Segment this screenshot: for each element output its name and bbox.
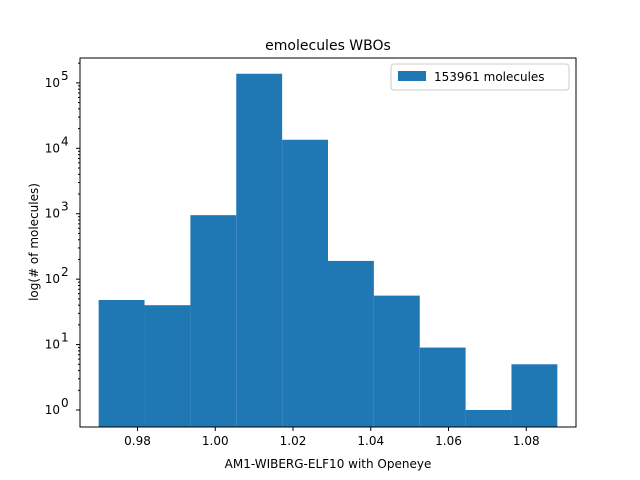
y-tick-label: 10 bbox=[45, 141, 60, 155]
x-tick-label: 1.06 bbox=[435, 434, 462, 448]
legend-swatch bbox=[398, 71, 426, 81]
bars-group bbox=[98, 73, 558, 428]
x-axis-label: AM1-WIBERG-ELF10 with Openeye bbox=[225, 457, 432, 471]
histogram-bar bbox=[328, 260, 374, 427]
x-tick-label: 1.04 bbox=[357, 434, 384, 448]
y-tick-exponent: 5 bbox=[61, 69, 69, 83]
histogram-bar bbox=[98, 300, 145, 427]
legend: 153961 molecules bbox=[390, 63, 570, 91]
y-tick-exponent: 3 bbox=[61, 200, 69, 214]
y-tick-exponent: 1 bbox=[61, 331, 69, 345]
legend-label: 153961 molecules bbox=[434, 70, 545, 84]
x-tick-label: 1.02 bbox=[280, 434, 307, 448]
y-axis-label: log(# of molecules) bbox=[27, 183, 41, 301]
x-axis-ticks: 0.98 1.00 1.02 1.04 1.06 1.08 bbox=[124, 427, 540, 448]
x-tick-label: 1.08 bbox=[513, 434, 540, 448]
plot-frame bbox=[79, 57, 577, 428]
histogram-bar bbox=[236, 73, 283, 428]
x-tick-label: 0.98 bbox=[124, 434, 151, 448]
y-tick-label: 10 bbox=[45, 338, 60, 352]
histogram-bar bbox=[511, 364, 558, 427]
y-tick-label: 10 bbox=[45, 272, 60, 286]
y-tick-label: 10 bbox=[45, 403, 60, 417]
histogram-bar bbox=[144, 305, 191, 427]
histogram-bar bbox=[373, 295, 420, 427]
y-tick-exponent: 0 bbox=[61, 396, 69, 410]
histogram-bar bbox=[282, 139, 328, 427]
y-tick-label: 10 bbox=[45, 207, 60, 221]
y-tick-exponent: 4 bbox=[61, 134, 69, 148]
histogram-bar bbox=[419, 347, 466, 427]
histogram-bar bbox=[465, 410, 512, 427]
chart-title: emolecules WBOs bbox=[265, 38, 391, 54]
legend-box bbox=[390, 63, 570, 91]
histogram-bar bbox=[190, 215, 237, 427]
y-tick-label: 10 bbox=[45, 76, 60, 90]
y-tick-exponent: 2 bbox=[61, 265, 69, 279]
x-tick-label: 1.00 bbox=[202, 434, 229, 448]
